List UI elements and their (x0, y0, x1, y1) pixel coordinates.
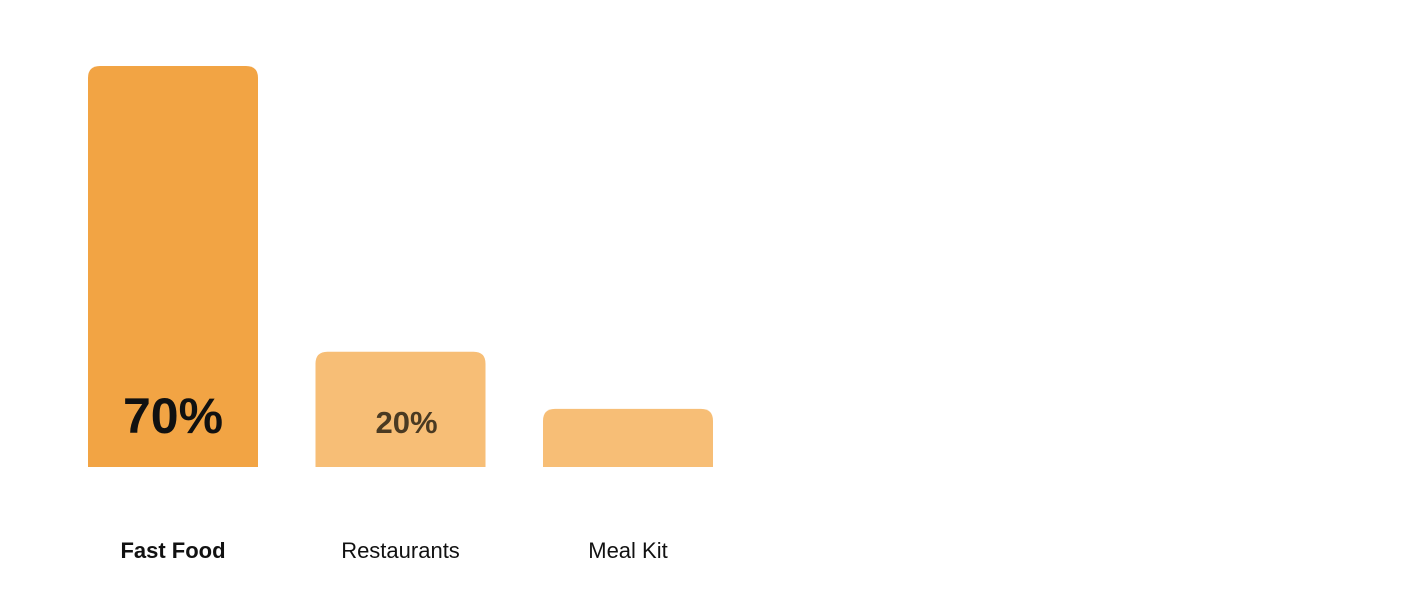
value-labels: 70% 20% (123, 388, 438, 444)
category-label-meal-kit: Meal Kit (588, 538, 667, 563)
category-labels: Fast Food Restaurants Meal Kit (120, 538, 667, 563)
category-label-restaurants: Restaurants (341, 538, 460, 563)
bar-restaurants (315, 351, 486, 467)
category-label-fast-food: Fast Food (120, 538, 225, 563)
bar-series (88, 66, 713, 467)
value-label-restaurants: 20% (375, 405, 437, 440)
bar-meal-kit (543, 408, 713, 467)
bar-fast-food (88, 66, 258, 467)
value-label-fast-food: 70% (123, 388, 223, 444)
